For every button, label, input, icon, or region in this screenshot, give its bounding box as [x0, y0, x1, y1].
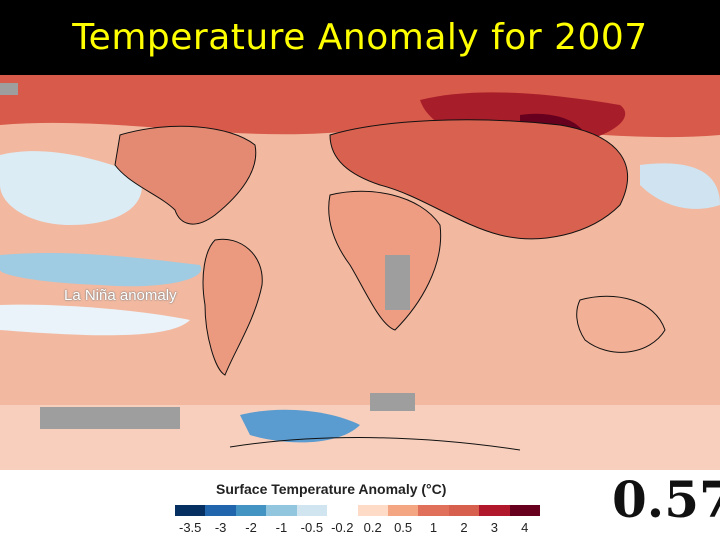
color-scale-swatch [327, 505, 358, 516]
color-scale-swatch [175, 505, 206, 516]
color-scale-tick-label: -0.5 [300, 520, 324, 535]
title-bar [0, 0, 720, 75]
color-scale-swatch [479, 505, 510, 516]
color-scale-bar [175, 505, 541, 516]
north-pacific-cool [0, 151, 142, 225]
no-data-block [0, 83, 18, 95]
antarctica-coast [229, 437, 521, 451]
no-data-block [370, 393, 415, 411]
africa-no-data [385, 255, 410, 310]
antarctic-cold-region [240, 409, 360, 443]
color-scale-swatch [266, 505, 297, 516]
la-nina-annotation: La Niña anomaly [64, 287, 177, 304]
color-scale-tick-label: -0.2 [331, 520, 354, 535]
australia [576, 295, 666, 353]
eurasia [329, 119, 628, 240]
color-scale-swatch [448, 505, 480, 516]
color-scale-tick-label: -3.5 [179, 520, 202, 535]
color-scale-tick-label: 2 [460, 520, 468, 535]
north-america [114, 125, 257, 225]
color-scale-tick-label: 3 [490, 520, 498, 535]
global-mean-anomaly-value: 0.57 [612, 470, 720, 529]
color-scale-tick-label: 1 [429, 520, 438, 535]
color-scale-tick-label: -3 [214, 520, 227, 535]
temperature-anomaly-map [0, 75, 720, 470]
slide-title: Temperature Anomaly for 2007 [72, 17, 648, 58]
color-scale-swatch [357, 505, 388, 516]
no-data-block [40, 407, 180, 429]
south-pacific-neutral [0, 304, 190, 336]
color-scale-swatch [418, 505, 449, 516]
color-scale-swatch [205, 505, 236, 516]
color-scale-tick-label: 0.5 [394, 520, 413, 535]
color-scale-swatch [235, 505, 267, 516]
color-scale-tick-label: 4 [521, 520, 529, 535]
west-pacific-cool [640, 163, 720, 209]
africa [328, 190, 442, 331]
south-america [202, 238, 263, 376]
color-scale-tick-label: -2 [245, 520, 257, 535]
color-scale-tick-label: 0.2 [363, 520, 382, 535]
color-scale-swatch [296, 505, 328, 516]
legend-title: Surface Temperature Anomaly (°C) [216, 481, 447, 497]
la-nina-band [0, 253, 202, 287]
color-scale-swatch [509, 505, 541, 516]
color-scale-tick-label: -1 [275, 520, 288, 535]
color-scale-swatch [387, 505, 419, 516]
